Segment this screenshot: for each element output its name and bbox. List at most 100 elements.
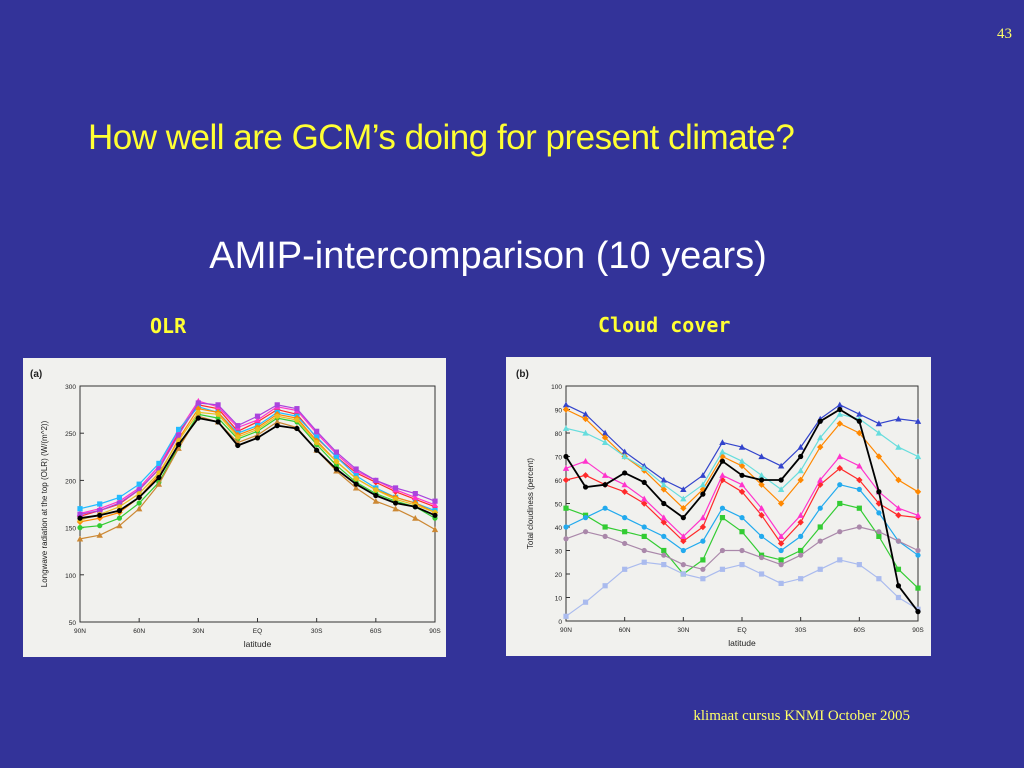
data-point [817, 566, 823, 572]
data-point [156, 460, 162, 467]
data-point [235, 434, 241, 440]
data-point [314, 428, 320, 434]
data-point [798, 453, 804, 460]
data-point [758, 533, 765, 539]
data-point [719, 448, 726, 455]
data-point [738, 458, 746, 464]
data-point [778, 557, 784, 563]
data-point [641, 524, 647, 530]
data-point [622, 566, 628, 572]
data-point [797, 512, 804, 518]
data-point [601, 439, 609, 445]
data-point [582, 415, 589, 423]
data-point [680, 486, 687, 492]
data-point [254, 416, 261, 423]
data-point [876, 489, 882, 495]
data-point [915, 552, 921, 558]
data-point [895, 594, 902, 601]
series-line [565, 559, 919, 617]
series [76, 413, 439, 542]
data-point [333, 458, 339, 465]
data-point [135, 505, 143, 512]
y-tick-label: 50 [69, 620, 77, 627]
cloud-cover-chart-panel: (b) 0 10 20 30 40 50 60 70 80 90 100 90N 60N 30N EQ 30S 6… [506, 357, 931, 656]
data-point [798, 552, 804, 558]
data-point [76, 535, 84, 542]
data-point [432, 512, 438, 518]
data-point [777, 500, 785, 507]
slide-subtitle: AMIP-intercomparison (10 years) [209, 235, 767, 277]
data-point [837, 482, 843, 488]
data-point [136, 487, 142, 493]
data-point [97, 512, 103, 518]
data-point [582, 411, 589, 417]
data-point [719, 547, 726, 554]
data-point [875, 420, 883, 427]
data-point [719, 472, 726, 478]
y-tick-label: 300 [65, 384, 76, 391]
data-point [392, 496, 399, 502]
data-point [700, 557, 706, 563]
data-point [274, 413, 280, 419]
data-point [77, 511, 83, 517]
data-point [876, 529, 882, 535]
data-point [582, 515, 589, 521]
data-point [895, 505, 902, 511]
data-point [175, 445, 182, 451]
data-point [373, 487, 379, 493]
data-point [392, 500, 399, 506]
cloud-cover-chart: (b) 0 10 20 30 40 50 60 70 80 90 100 90N 60N 30N EQ 30S 6… [516, 369, 924, 648]
olr-chart-panel: (a) 50 100 150 200 250 300 90N 60N 30N EQ 30S 60S 90S… [23, 358, 446, 657]
data-point [915, 609, 921, 615]
y-tick-label: 10 [555, 596, 563, 603]
data-point [116, 494, 123, 500]
data-point [563, 536, 569, 542]
data-point [372, 497, 380, 504]
x-axis-label: latitude [728, 638, 756, 648]
data-point [116, 500, 123, 506]
data-point [680, 547, 686, 554]
data-point [895, 583, 902, 589]
y-tick-label: 50 [555, 502, 563, 509]
data-point [314, 434, 320, 440]
data-point [739, 562, 745, 568]
data-point [353, 475, 359, 482]
data-point [836, 465, 843, 472]
data-point [719, 453, 726, 460]
data-point [563, 613, 569, 619]
data-point [195, 405, 202, 412]
data-point [836, 453, 843, 460]
data-point [660, 476, 667, 483]
data-point [661, 562, 667, 568]
data-point [195, 400, 201, 406]
y-tick-label: 20 [555, 572, 563, 579]
data-point [562, 406, 570, 413]
data-point [641, 533, 647, 539]
data-point [254, 426, 261, 433]
y-tick-label: 30 [555, 549, 563, 556]
data-point [582, 484, 589, 490]
data-point [777, 533, 785, 539]
data-point [758, 554, 765, 561]
data-point [817, 476, 824, 483]
data-point [758, 472, 765, 478]
data-point [77, 525, 83, 531]
data-point [914, 512, 922, 518]
data-point [582, 472, 589, 479]
data-point [392, 505, 399, 512]
data-point [641, 479, 647, 485]
series [562, 465, 922, 547]
data-point [97, 523, 103, 529]
data-point [856, 524, 862, 530]
data-point [314, 447, 320, 453]
slide-title: How well are GCM’s doing for present cli… [88, 118, 795, 157]
data-point [621, 488, 628, 495]
data-point [719, 566, 726, 572]
y-tick-label: 250 [65, 431, 76, 438]
data-point [719, 439, 726, 445]
y-tick-label: 150 [65, 526, 76, 533]
data-point [758, 571, 765, 577]
data-point [412, 514, 419, 521]
olr-chart: (a) 50 100 150 200 250 300 90N 60N 30N EQ 30S 60S 90S… [30, 369, 441, 649]
data-point [412, 494, 419, 500]
